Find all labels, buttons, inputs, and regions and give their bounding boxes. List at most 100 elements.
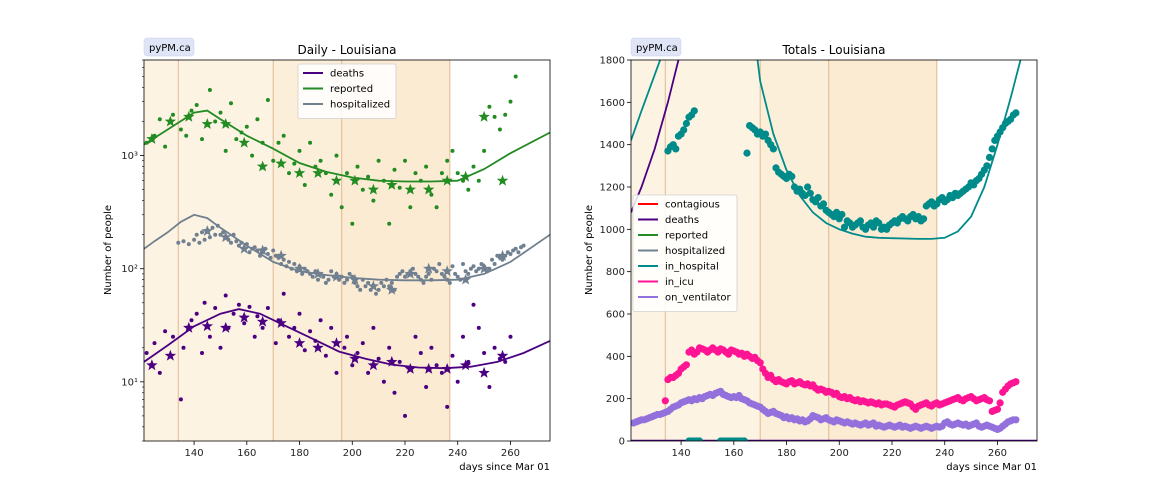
daily-deaths-daily-point (171, 334, 175, 339)
daily-deaths-weekly-point (201, 320, 213, 332)
totals-chart-title: Totals - Louisiana (782, 43, 886, 57)
daily-deaths-daily-point (313, 338, 318, 343)
daily-hospitalized-daily-point (181, 239, 186, 244)
daily-hospitalized-daily-point (300, 271, 305, 276)
daily-hospitalized-daily-point (268, 255, 273, 260)
totals-in-hospital-point (769, 145, 778, 153)
daily-reported-weekly-point (478, 110, 490, 122)
daily-deaths-daily-point (302, 348, 307, 353)
daily-hospitalized-daily-point (447, 280, 452, 285)
daily-hospitalized-daily-point (461, 262, 465, 266)
daily-deaths-daily-point (487, 385, 492, 389)
daily-hospitalized-daily-point (442, 274, 447, 279)
totals-in-icu-point (996, 399, 1004, 407)
daily-deaths-model-line (144, 308, 550, 370)
totals-badge-label: pyPM.ca (636, 43, 678, 54)
daily-deaths-daily-point (213, 306, 218, 310)
daily-hospitalized-daily-point (279, 262, 284, 266)
totals-x-tick-label: 180 (777, 448, 796, 459)
daily-hospitalized-daily-point (360, 277, 365, 282)
totals-legend: contagious deaths reported hospitalized in_h… (632, 194, 738, 312)
totals-y-tick-label: 1200 (600, 183, 625, 194)
daily-reported-daily-point (508, 99, 513, 104)
totals-x-tick-label: 140 (672, 448, 691, 459)
daily-hospitalized-daily-point (215, 223, 220, 228)
daily-hospitalized-daily-point (437, 262, 442, 266)
daily-deaths-daily-point (461, 334, 465, 339)
totals-x-tick-label: 220 (882, 448, 901, 459)
daily-x-tick-label: 140 (185, 448, 204, 459)
daily-hospitalized-daily-point (381, 284, 386, 289)
daily-reported-weekly-point (293, 167, 306, 178)
daily-reported-daily-point (287, 171, 291, 176)
totals-legend-box (632, 194, 738, 312)
totals-legend-label-in-icu: in_icu (665, 277, 694, 288)
daily-reported-weekly-point (183, 110, 195, 122)
totals-y-tick-label: 600 (606, 310, 625, 321)
daily-deaths-daily-point (342, 345, 347, 350)
daily-hospitalized-daily-point (379, 280, 384, 285)
daily-hospitalized-weekly-point (312, 267, 324, 279)
daily-hospitalized-daily-point (374, 291, 378, 296)
daily-deaths-weekly-point (220, 321, 232, 333)
daily-reported-daily-point (455, 171, 460, 176)
daily-deaths-daily-point (236, 302, 241, 307)
daily-reported-daily-point (239, 130, 244, 135)
daily-hospitalized-weekly-point (441, 265, 453, 277)
daily-deaths-weekly-point (441, 363, 453, 374)
daily-reported-daily-point (302, 183, 307, 187)
daily-hospitalized-daily-point (192, 237, 197, 242)
daily-hospitalized-daily-point (271, 248, 276, 253)
daily-deaths-daily-point (508, 334, 513, 339)
daily-hospitalized-weekly-point (275, 249, 287, 261)
daily-deaths-daily-point (450, 353, 455, 358)
daily-deaths-daily-point (252, 334, 257, 339)
daily-hospitalized-daily-point (421, 280, 426, 285)
daily-hospitalized-daily-point (363, 284, 368, 289)
totals-in-hospital-point (869, 223, 878, 231)
daily-deaths-weekly-point (386, 355, 398, 367)
daily-hospitalized-daily-point (513, 246, 518, 251)
daily-reported-daily-point (413, 171, 418, 176)
totals-y-tick-label: 1800 (600, 56, 625, 67)
daily-hospitalized-daily-point (455, 274, 460, 279)
daily-x-axis-label: days since Mar 01 (459, 462, 550, 473)
totals-y-ticks: 0 200 400 600 800 1000 1200 1400 1600 1800 (600, 56, 631, 448)
daily-deaths-daily-point (392, 390, 397, 395)
totals-y-tick-label: 400 (606, 352, 625, 363)
daily-deaths-weekly-point (183, 321, 195, 333)
totals-in-icu-point (756, 359, 764, 367)
daily-deaths-daily-point (455, 379, 460, 384)
daily-hospitalized-daily-point (197, 240, 202, 245)
daily-reported-daily-point (218, 110, 223, 115)
daily-hospitalized-daily-point (231, 232, 236, 237)
daily-hospitalized-daily-point (305, 269, 310, 274)
daily-deaths-daily-point (287, 334, 291, 339)
daily-hospitalized-daily-point (321, 274, 326, 279)
daily-hospitalized-daily-point (463, 269, 468, 274)
daily-deaths-daily-point (318, 318, 323, 323)
totals-in-hospital-point (856, 217, 865, 225)
totals-legend-label-reported: reported (665, 231, 708, 242)
daily-hospitalized-daily-point (345, 277, 349, 282)
daily-hospitalized-daily-point (186, 242, 191, 247)
daily-y-ticks: 10¹ 10² 10³ (121, 59, 144, 442)
daily-deaths-daily-point (334, 370, 339, 375)
daily-hospitalized-daily-point (316, 277, 320, 282)
daily-hospitalized-daily-point (450, 264, 455, 269)
daily-hospitalized-daily-point (434, 269, 439, 274)
daily-deaths-daily-point (207, 334, 212, 339)
daily-hospitalized-daily-point (508, 252, 513, 256)
totals-x-tick-label: 160 (724, 448, 743, 459)
daily-hospitalized-daily-point (376, 287, 381, 292)
daily-reported-weekly-point (220, 118, 232, 129)
daily-deaths-weekly-point (312, 341, 324, 353)
daily-hospitalized-daily-point (429, 277, 434, 282)
daily-hospitalized-daily-point (516, 250, 521, 255)
totals-x-tick-label: 240 (935, 448, 954, 459)
totals-in-hospital-point (1012, 109, 1020, 117)
totals-on-ventilator-point (1012, 416, 1020, 424)
totals-in-icu-point (682, 361, 691, 369)
daily-reported-daily-point (450, 148, 455, 153)
daily-reported-daily-point (360, 187, 365, 192)
